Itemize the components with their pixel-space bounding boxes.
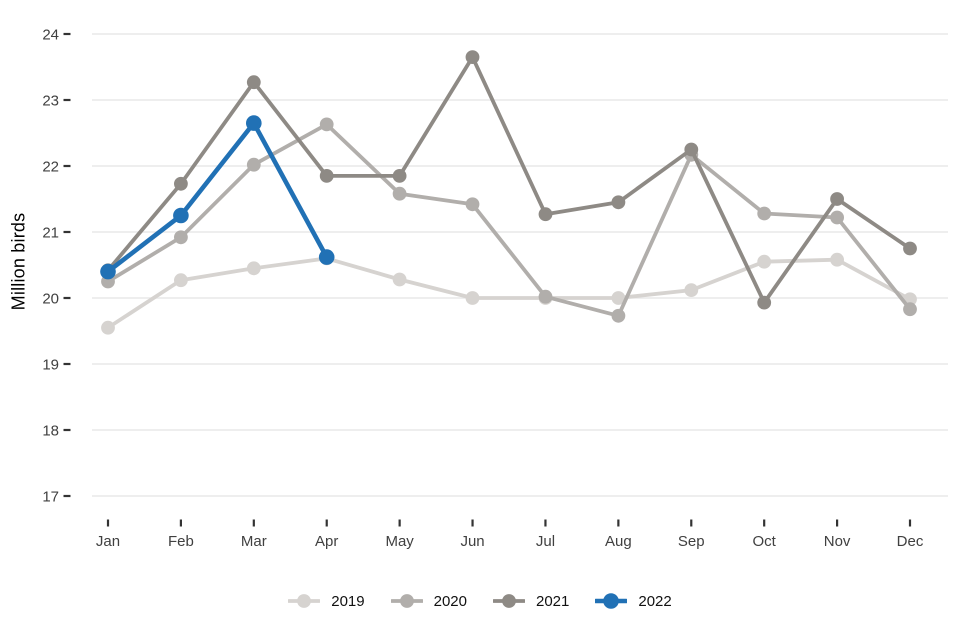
data-point-2021	[684, 142, 699, 157]
x-tick-label: Jul	[536, 533, 555, 550]
legend-key-dot	[502, 594, 516, 608]
data-point-2020	[538, 289, 553, 304]
data-point-2021	[174, 176, 188, 191]
data-point-2019	[101, 320, 115, 335]
x-tick-label: Aug	[605, 533, 632, 550]
legend-label: 2022	[638, 592, 672, 610]
y-tick-label: 17	[42, 489, 59, 506]
legend-key-dot	[297, 594, 312, 608]
data-point-2020	[757, 206, 772, 221]
x-tick-label: Oct	[753, 533, 777, 550]
x-tick-label: Nov	[824, 533, 851, 550]
x-tick-label: May	[385, 533, 414, 550]
data-point-2021	[757, 295, 772, 310]
data-point-2019	[757, 254, 772, 269]
x-tick-label: Jun	[460, 533, 484, 550]
data-point-2022	[318, 249, 335, 265]
data-point-2019	[174, 273, 188, 288]
y-axis-tick-labels: 17 18 19 20 21 22 23 24	[42, 27, 59, 506]
data-point-2021	[611, 195, 626, 210]
data-point-2021	[465, 50, 480, 64]
data-point-2021	[538, 207, 553, 222]
legend-label: 2021	[536, 592, 570, 610]
x-tick-label: Apr	[315, 533, 338, 550]
legend-key-dot	[603, 593, 620, 609]
y-axis-ticks	[63, 32, 71, 498]
x-tick-label: Jan	[96, 533, 120, 550]
y-axis-title: Million birds	[8, 212, 29, 311]
legend-label: 2020	[433, 592, 467, 610]
data-point-2022	[173, 207, 189, 224]
data-point-2020	[319, 117, 334, 132]
legend-item-2022: 2022	[595, 590, 672, 612]
legend-key-icon	[595, 593, 628, 609]
data-point-2021	[392, 169, 407, 183]
data-point-2020	[174, 230, 188, 245]
legend-item-2021: 2021	[493, 590, 569, 612]
x-tick-label: Sep	[678, 533, 705, 550]
legend-item-2019: 2019	[288, 590, 365, 612]
data-point-2019	[830, 252, 844, 267]
data-point-2021	[246, 75, 261, 90]
y-tick-label: 19	[42, 357, 59, 374]
data-point-2021	[903, 241, 917, 256]
data-series	[100, 50, 917, 335]
data-point-2019	[611, 291, 626, 305]
legend-key-icon	[390, 594, 423, 608]
series-line-2020	[106, 122, 912, 318]
x-axis-tick-labels: Jan Feb Mar Apr May Jun Jul Aug Sep Oct Nov Dec	[96, 533, 924, 550]
legend-key-icon	[493, 594, 525, 608]
legend-key-dot	[399, 594, 414, 608]
data-point-2022	[246, 115, 262, 131]
legend: 2019 2020 2021 2022	[0, 587, 960, 615]
series-line-2019	[106, 256, 912, 330]
x-tick-label: Mar	[241, 533, 267, 550]
legend-key-icon	[288, 594, 321, 608]
y-tick-label: 20	[42, 291, 59, 308]
x-tick-label: Feb	[168, 533, 194, 550]
series-line-2021	[106, 55, 912, 305]
y-tick-label: 18	[42, 423, 59, 440]
gridlines	[92, 33, 948, 497]
legend-item-2020: 2020	[390, 590, 467, 612]
data-point-2020	[611, 308, 626, 323]
data-point-2019	[392, 272, 407, 287]
data-point-2019	[246, 261, 261, 276]
data-point-2021	[830, 192, 844, 206]
line-chart-plot: 17 18 19 20 21 22 23 24 Jan Feb Mar Apr May Jun Jul Au…	[42, 27, 948, 550]
x-axis-ticks	[106, 519, 912, 527]
data-point-2019	[684, 283, 699, 297]
data-point-2019	[465, 291, 480, 305]
data-point-2022	[100, 263, 116, 280]
data-point-2020	[465, 197, 480, 212]
data-point-2021	[319, 169, 334, 183]
y-tick-label: 21	[42, 225, 59, 242]
y-tick-label: 23	[42, 93, 59, 110]
y-tick-label: 22	[42, 159, 59, 176]
x-tick-label: Dec	[897, 533, 924, 550]
y-tick-label: 24	[42, 27, 59, 44]
data-point-2020	[246, 157, 261, 172]
legend-label: 2019	[331, 592, 365, 610]
series-line-2022	[105, 120, 330, 274]
data-point-2020	[903, 302, 917, 317]
data-point-2020	[830, 210, 844, 225]
data-point-2020	[392, 186, 407, 201]
